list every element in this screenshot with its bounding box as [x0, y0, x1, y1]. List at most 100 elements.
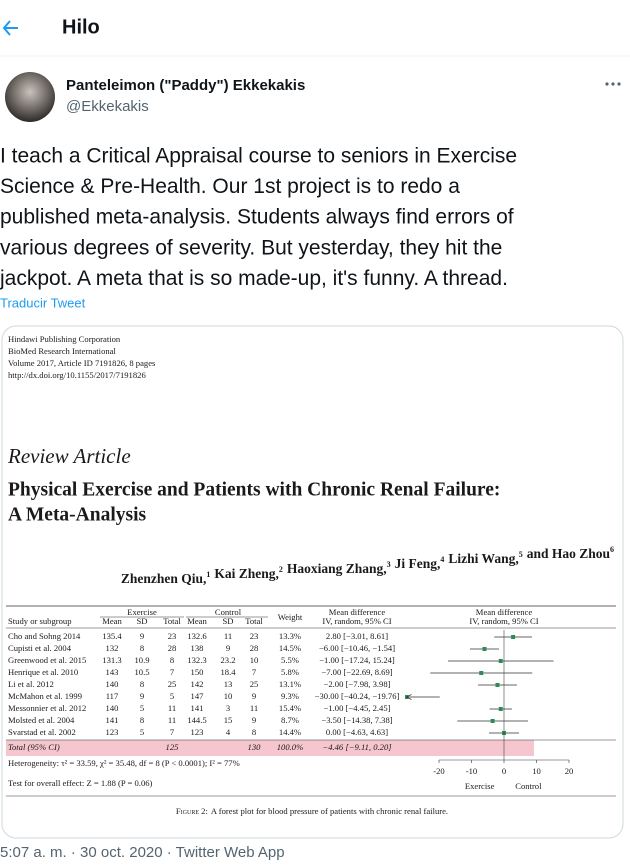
table-cell: 132	[106, 643, 119, 653]
timestamp[interactable]: 5:07 a. m. · 30 oct. 2020 · Twitter Web …	[0, 844, 285, 861]
table-cell: 25	[250, 679, 259, 689]
table-cell: 147	[191, 691, 205, 701]
table-cell: Greenwood et al. 2015	[8, 655, 86, 665]
table-cell: 10	[224, 691, 233, 701]
ci-arrow	[405, 694, 412, 700]
table-cell: 15.4%	[279, 703, 301, 713]
table-cell: 140	[106, 679, 119, 689]
tweet-text-line: jackpot. A meta that is so made-up, it's…	[0, 267, 508, 290]
column-header: SD	[223, 616, 234, 626]
table-cell: Messonnier et al. 2012	[8, 703, 86, 713]
effect-marker	[479, 671, 484, 675]
table-cell: 4	[226, 727, 231, 737]
table-cell: 13	[224, 679, 233, 689]
table-cell: 0.00 [−4.63, 4.63]	[326, 727, 388, 737]
more-button[interactable]	[605, 82, 621, 86]
table-cell: 10	[250, 655, 259, 665]
group-header: Exercise	[127, 607, 157, 617]
table-cell: 132.3	[187, 655, 206, 665]
table-cell: 144.5	[187, 715, 206, 725]
group-header: Control	[215, 607, 242, 617]
table-cell: 9	[140, 691, 144, 701]
author-affiliation: 1	[206, 570, 210, 579]
header-title: Hilo	[62, 16, 100, 38]
tweet-text-line: Science & Pre-Health. Our 1st project is…	[0, 175, 460, 198]
avatar[interactable]	[5, 72, 55, 122]
effect-marker	[482, 647, 487, 651]
table-cell: 25	[168, 679, 177, 689]
x-tick-label: 10	[532, 766, 541, 776]
table-cell: 7	[252, 667, 257, 677]
table-cell: 141	[191, 703, 204, 713]
total-cell: −4.46 [−9.11, 0.20]	[322, 742, 391, 752]
table-cell: 138	[191, 643, 204, 653]
table-cell: 8	[140, 643, 144, 653]
author-handle[interactable]: @Ekkekakis	[66, 98, 149, 115]
table-cell: 2.80 [−3.01, 8.61]	[326, 631, 388, 641]
table-cell: 7	[170, 667, 175, 677]
table-cell: 14.5%	[279, 643, 301, 653]
table-cell: 11	[250, 703, 258, 713]
effect-marker	[495, 683, 500, 687]
table-cell: −6.00 [−10.46, −1.54]	[319, 643, 395, 653]
table-cell: 5.5%	[281, 655, 299, 665]
column-header: Study or subgroup	[8, 616, 72, 626]
column-header: IV, random, 95% CI	[322, 616, 391, 626]
group-header: Mean difference	[329, 607, 386, 617]
table-cell: −2.00 [−7.98, 3.98]	[324, 679, 391, 689]
table-cell: Cupisti et al. 2004	[8, 643, 72, 653]
table-cell: −1.00 [−4.45, 2.45]	[324, 703, 391, 713]
total-cell: 100.0%	[277, 742, 304, 752]
column-header: Total	[245, 616, 263, 626]
author-name: Kai Zheng,	[214, 566, 279, 581]
tweet-text-line: various degrees of severity. But yesterd…	[0, 236, 502, 259]
article-type: Review Article	[7, 444, 131, 468]
table-cell: 5.8%	[281, 667, 299, 677]
table-cell: 13.1%	[279, 679, 301, 689]
table-cell: 8	[140, 715, 144, 725]
media-card[interactable]	[1, 325, 624, 839]
table-cell: 7	[170, 727, 175, 737]
forest-header: IV, random, 95% CI	[469, 616, 538, 626]
author-name: Zhenzhen Qiu,	[121, 571, 207, 586]
table-cell: McMahon et al. 1999	[8, 691, 82, 701]
total-cell: Total (95% CI)	[8, 742, 60, 752]
translate-link[interactable]: Traducir Tweet	[0, 295, 86, 310]
table-cell: 11	[168, 715, 176, 725]
author-name: and Hao Zhou	[527, 546, 611, 561]
table-cell: 13.3%	[279, 631, 301, 641]
table-cell: 10.9	[134, 655, 149, 665]
table-cell: 11	[224, 631, 232, 641]
author-name: Ji Feng,	[395, 556, 441, 571]
table-cell: 23	[168, 631, 177, 641]
table-cell: 123	[106, 727, 119, 737]
column-header: Weight	[278, 612, 303, 622]
effect-marker	[498, 707, 503, 711]
author-name[interactable]: Panteleimon ("Paddy") Ekkekakis	[66, 77, 305, 94]
table-cell: Cho and Sohng 2014	[8, 631, 81, 641]
table-cell: 28	[168, 643, 177, 653]
table-cell: 14.4%	[279, 727, 301, 737]
author-affiliation: 5	[519, 550, 523, 559]
effect-marker	[498, 659, 503, 663]
table-cell: −30.00 [−40.24, −19.76]	[315, 691, 400, 701]
table-cell: 132.6	[187, 631, 207, 641]
table-cell: 8.7%	[281, 715, 299, 725]
forest-header: Mean difference	[476, 607, 533, 617]
author-name: Haoxiang Zhang,	[287, 561, 387, 576]
table-cell: 143	[106, 667, 119, 677]
effect-marker	[511, 635, 516, 639]
favours-left: Exercise	[465, 781, 495, 791]
table-cell: Li et al. 2012	[8, 679, 54, 689]
back-button[interactable]	[2, 20, 18, 36]
effect-marker	[490, 719, 495, 723]
table-cell: Henrique et al. 2010	[8, 667, 78, 677]
favours-right: Control	[515, 781, 542, 791]
table-cell: 18.4	[220, 667, 236, 677]
table-cell: −7.00 [−22.69, 8.69]	[321, 667, 392, 677]
article-title: Physical Exercise and Patients with Chro…	[8, 479, 500, 500]
table-cell: 140	[106, 703, 119, 713]
publisher-line: Volume 2017, Article ID 7191826, 8 pages	[8, 358, 156, 368]
x-tick-label: -10	[466, 766, 477, 776]
table-cell: 23.2	[220, 655, 235, 665]
